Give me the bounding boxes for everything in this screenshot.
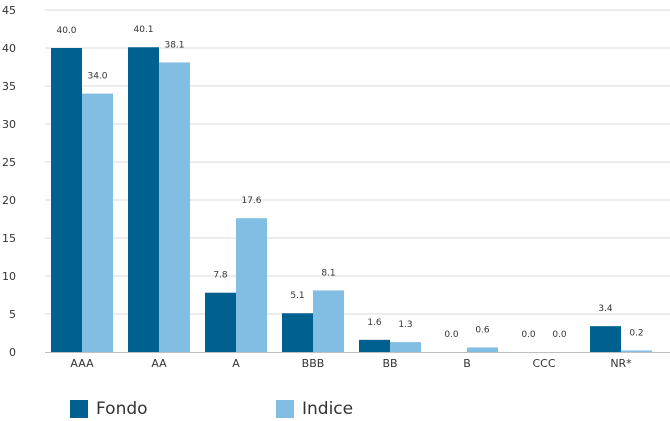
y-tick-label: 25: [2, 156, 16, 169]
bar-indice-aa: [159, 62, 190, 352]
bar-indice-nr: [621, 350, 652, 352]
legend-swatch-indice: [276, 400, 294, 418]
data-label: 3.4: [598, 304, 613, 314]
data-label: 0.0: [521, 330, 536, 340]
data-label: 5.1: [290, 291, 304, 301]
x-tick-label: BBB: [302, 357, 325, 370]
data-label: 0.0: [444, 330, 459, 340]
bar-indice-bb: [390, 342, 421, 352]
legend-label-fondo: Fondo: [96, 399, 148, 419]
y-axis: 0 5 10 15 20 25 30 35 40 45: [2, 4, 16, 359]
y-tick-label: 45: [2, 4, 16, 17]
bar-indice-a: [236, 218, 267, 352]
bar-fondo-aa: [128, 47, 159, 353]
bar-indice-b: [467, 347, 498, 352]
bar-fondo-aaa: [51, 48, 82, 352]
legend-item-indice: Indice: [276, 399, 353, 419]
x-tick-label: BB: [382, 357, 397, 370]
data-label: 34.0: [87, 72, 107, 82]
x-axis: AAA AA A BBB BB B CCC NR*: [45, 352, 670, 370]
y-tick-label: 20: [2, 194, 16, 207]
y-tick-label: 35: [2, 80, 16, 93]
x-tick-label: B: [463, 357, 471, 370]
x-tick-label: AAA: [70, 357, 94, 370]
x-tick-label: AA: [151, 357, 167, 370]
data-label: 40.1: [133, 25, 153, 35]
y-tick-label: 30: [2, 118, 16, 131]
bar-fondo-nr: [590, 326, 621, 352]
data-label: 7.8: [213, 271, 228, 281]
data-label: 1.3: [398, 320, 412, 330]
data-label: 0.6: [475, 325, 490, 335]
data-label: 40.0: [56, 26, 76, 36]
x-tick-label: NR*: [610, 357, 632, 370]
legend-label-indice: Indice: [302, 399, 354, 419]
y-tick-label: 0: [9, 346, 16, 359]
x-tick-label: CCC: [532, 357, 555, 370]
x-tick-label: A: [232, 357, 240, 370]
legend-swatch-fondo: [70, 400, 88, 418]
data-label: 17.6: [241, 196, 261, 206]
bar-indice-aaa: [82, 93, 113, 352]
y-tick-label: 15: [2, 232, 16, 245]
data-label: 0.2: [629, 328, 643, 338]
data-labels: 40.0 40.1 7.8 5.1 1.6 0.0 0.0 3.4 34.0 38.1 17.6 8.…: [56, 25, 643, 340]
y-tick-label: 5: [9, 308, 16, 321]
y-tick-label: 40: [2, 42, 16, 55]
bar-indice-bbb: [313, 290, 344, 352]
bar-fondo-a: [205, 292, 236, 352]
legend-item-fondo: Fondo: [70, 399, 148, 419]
bar-fondo-bbb: [282, 313, 313, 352]
y-tick-label: 10: [2, 270, 16, 283]
bar-fondo-bb: [359, 339, 390, 352]
data-label: 1.6: [367, 318, 382, 328]
data-label: 38.1: [164, 40, 184, 50]
data-label: 8.1: [321, 268, 335, 278]
data-label: 0.0: [552, 330, 567, 340]
bars: [51, 47, 652, 353]
